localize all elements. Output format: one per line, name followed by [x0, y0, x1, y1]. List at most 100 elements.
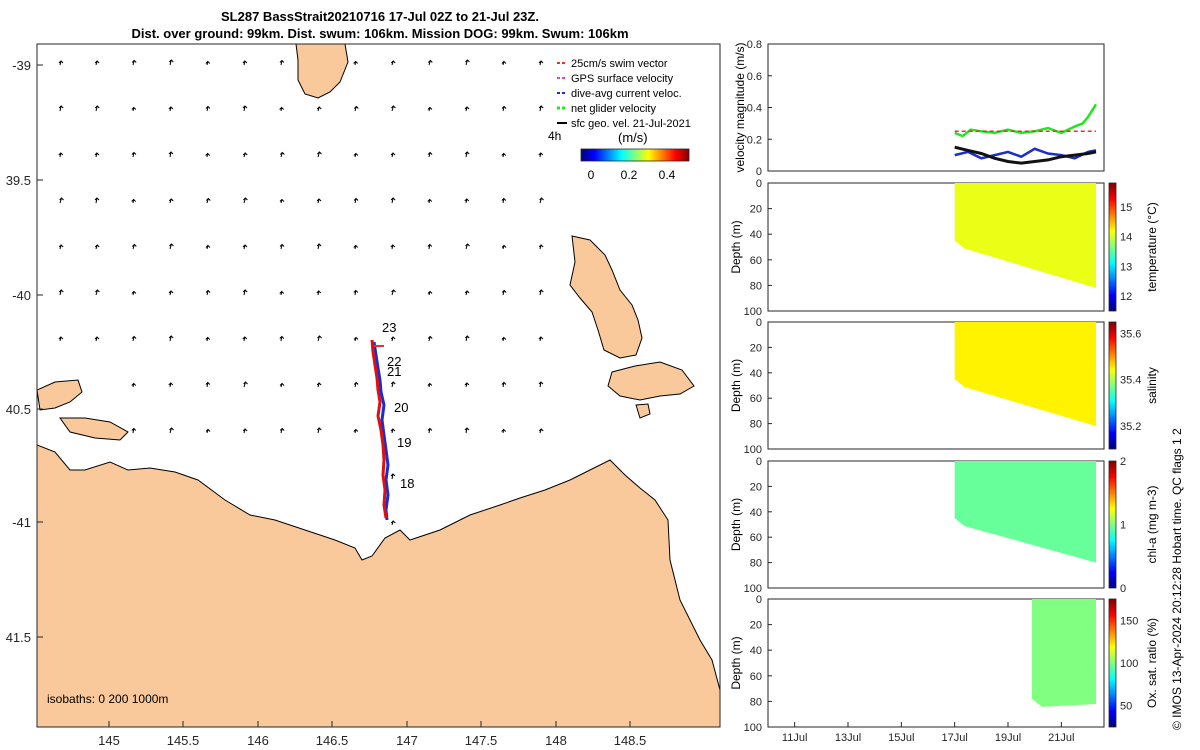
current-arrowhead: [205, 381, 211, 385]
time-tick-label: 13Jul: [835, 732, 861, 744]
track-dive-avg: [372, 341, 390, 521]
colorbar-tick-1: 0.2: [621, 168, 638, 182]
current-arrowhead: [316, 290, 322, 294]
current-arrowhead: [205, 197, 211, 201]
heatmap-field: [954, 461, 1096, 563]
current-arrowhead: [391, 289, 396, 293]
time-tick-label: 19Jul: [995, 732, 1021, 744]
map-frame: [36, 43, 721, 728]
current-arrowhead: [205, 428, 211, 432]
heatmap-panel-3: 0 20 40 60 80 100 Depth (m) 0 1 2 chl-a (mg m-3): [729, 456, 1159, 595]
current-arrowhead: [242, 428, 248, 432]
land-tasmania: [37, 444, 720, 727]
current-arrowhead: [168, 59, 174, 63]
time-tick-label: 11Jul: [782, 732, 807, 744]
isobaths-label: isobaths: 0 200 1000m: [47, 692, 168, 706]
current-arrowhead: [279, 427, 285, 431]
colorbar-tick-label: 15: [1120, 202, 1132, 214]
velocity-ytick-label: 0.8: [747, 39, 762, 51]
current-arrowhead: [168, 382, 174, 386]
current-arrowhead: [464, 335, 470, 339]
current-arrowhead: [205, 244, 211, 248]
current-arrowhead: [242, 336, 248, 340]
lat-tick-label: -41: [12, 515, 31, 530]
colorbar-tick-label: 12: [1120, 291, 1132, 303]
current-arrowhead: [390, 381, 396, 385]
current-arrowhead: [131, 382, 137, 386]
current-arrowhead: [205, 336, 211, 340]
current-arrowhead: [390, 152, 396, 156]
lon-tick-label: 147.5: [465, 733, 498, 748]
current-arrowhead: [501, 60, 507, 64]
current-arrowhead: [205, 289, 211, 293]
current-arrowhead: [427, 198, 433, 202]
heatmap-ytick-label: 20: [750, 342, 762, 354]
land-cape-barren-island: [607, 361, 695, 401]
current-arrowhead: [427, 382, 433, 386]
land-king-island: [295, 44, 349, 99]
current-arrowhead: [464, 151, 470, 155]
lon-tick-label: 147: [396, 733, 418, 748]
current-arrowhead: [316, 198, 322, 202]
current-arrowhead: [316, 106, 322, 110]
legend-gps: GPS surface velocity: [571, 73, 674, 85]
day-label: 18: [400, 476, 414, 491]
heatmap-field: [954, 183, 1096, 288]
current-arrowhead: [538, 381, 544, 385]
lon-tick-label: 146: [247, 733, 269, 748]
current-arrowhead: [353, 381, 359, 385]
current-arrowhead: [59, 197, 64, 201]
current-arrowhead: [501, 244, 507, 248]
velocity-ytick-label: 0: [756, 166, 762, 178]
heatmap-ytick-label: 60: [750, 532, 762, 544]
current-arrowhead: [427, 151, 433, 155]
current-arrowhead: [58, 289, 64, 293]
legend-dive: dive-avg current veloc.: [571, 88, 682, 100]
heatmap-ytick-label: 0: [756, 456, 762, 468]
current-arrowhead: [131, 243, 137, 247]
current-arrowhead: [168, 106, 174, 110]
colorbar-tick-label: 50: [1120, 701, 1132, 713]
velocity-ytick-label: 0.6: [747, 71, 762, 83]
heatmap-ytick-label: 20: [750, 481, 762, 493]
heatmap-ytick-label: 80: [750, 558, 762, 570]
current-arrowhead: [131, 427, 137, 431]
heatmap-colorbar: [1108, 460, 1117, 589]
lat-tick-label: -40: [12, 288, 31, 303]
current-arrowhead: [464, 290, 470, 294]
current-arrowhead: [242, 152, 248, 156]
colorbar-label: chl-a (mg m-3): [1145, 485, 1159, 563]
day-label: 20: [394, 400, 408, 415]
current-arrowhead: [94, 105, 100, 109]
heatmap-panel-1: 0 20 40 60 80 100 Depth (m) 12 13 14 15 temperature…: [729, 178, 1159, 318]
day-label: 21: [387, 364, 401, 379]
day-label: 19: [397, 435, 411, 450]
current-arrowhead: [131, 290, 137, 294]
current-arrowhead: [538, 428, 544, 432]
current-arrowhead: [501, 381, 507, 385]
lon-tick-label: 148: [545, 733, 567, 748]
current-arrowhead: [390, 473, 396, 477]
current-arrowhead: [169, 427, 174, 431]
heatmap-ytick-label: 60: [750, 393, 762, 405]
heatmap-panel-4: 0 20 40 60 80 100 Depth (m) 50 100 150 Ox. sat. ra…: [729, 594, 1159, 734]
colorbar-label: temperature (°C): [1145, 202, 1159, 292]
heatmap-ytick-label: 0: [756, 178, 762, 190]
day-label: 22: [387, 354, 401, 369]
current-arrowhead: [427, 335, 433, 339]
current-arrowhead: [243, 381, 248, 385]
current-arrowhead: [390, 336, 396, 340]
current-arrowhead: [58, 244, 64, 248]
current-arrowhead: [427, 427, 433, 431]
current-arrowhead: [168, 151, 174, 155]
current-arrowhead: [242, 289, 248, 293]
current-arrowhead: [279, 335, 285, 339]
current-arrowhead: [464, 198, 470, 202]
current-arrowhead: [353, 336, 359, 340]
side-note: © IMOS 13-Apr-2024 20:12:28 Hobart time.…: [1170, 428, 1184, 730]
current-arrowhead: [131, 106, 137, 110]
current-arrowhead: [94, 336, 100, 340]
current-arrowhead: [242, 105, 248, 109]
current-arrowhead: [538, 152, 544, 156]
legend-swim: 25cm/s swim vector: [571, 58, 668, 70]
